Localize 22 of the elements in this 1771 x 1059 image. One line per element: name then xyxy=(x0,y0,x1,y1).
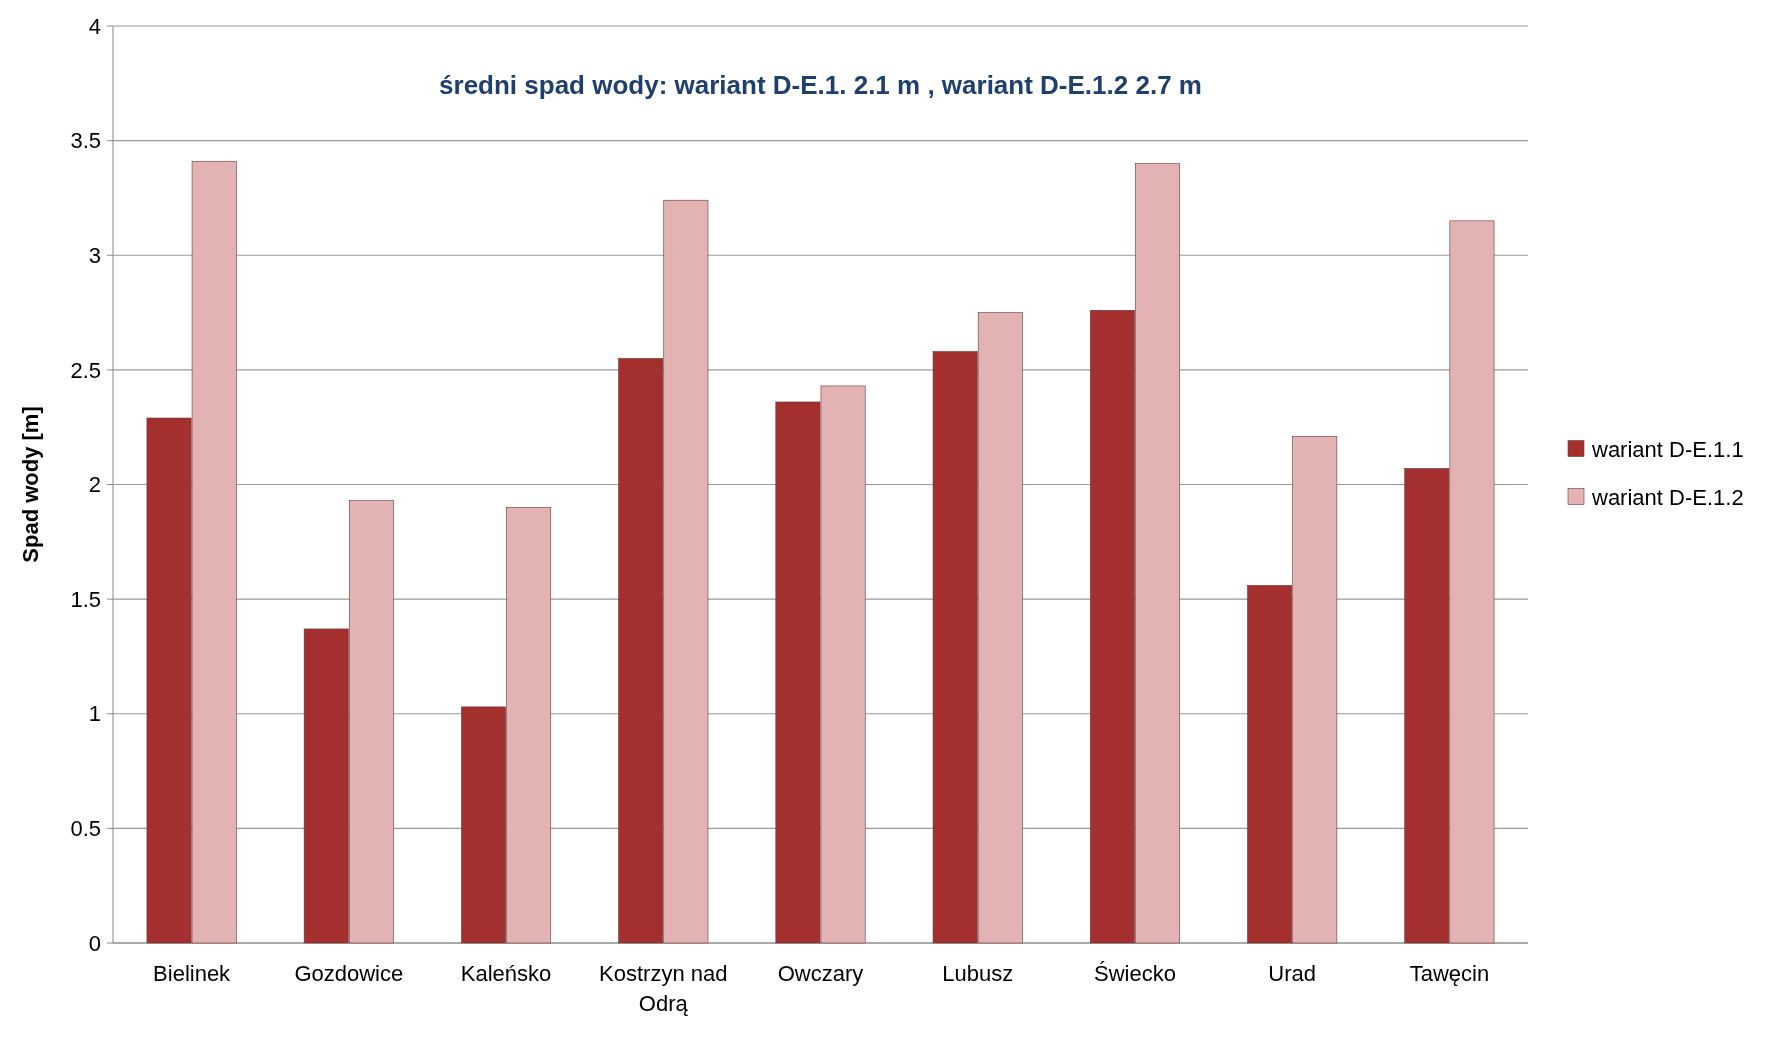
y-tick-label: 4 xyxy=(88,13,101,39)
y-tick-label: 0 xyxy=(88,930,101,956)
text: średni spad wody: wariant D-E.1. 2.1 m , wariant D-E.1.2 2.7 m xyxy=(439,70,1202,100)
x-tick-label: Bielinek xyxy=(153,961,232,986)
x-tick-label: Świecko xyxy=(1093,961,1176,986)
y-tick-label: 2.5 xyxy=(70,357,101,383)
y-axis-title: Spad wody [m] xyxy=(18,406,43,563)
y-tick-label: 3.5 xyxy=(70,128,101,154)
x-tick-label: Kostrzyn nad Odrą xyxy=(599,961,728,1016)
x-tick-label: Urad xyxy=(1268,961,1317,986)
x-tick-label: Lubusz xyxy=(942,961,1014,986)
y-tick-label: 3 xyxy=(88,242,101,268)
y-tick-label: 1 xyxy=(88,701,101,727)
x-tick-label: Tawęcin xyxy=(1409,961,1490,986)
x-tick-label: Kaleńsko xyxy=(460,961,552,986)
y-tick-label: 2 xyxy=(88,472,101,498)
x-tick-label: Owczary xyxy=(777,961,864,986)
legend-label: wariant D-E.1.2 xyxy=(1591,485,1744,511)
y-tick-label: 1.5 xyxy=(70,586,101,612)
y-tick-label: 0.5 xyxy=(70,816,101,842)
x-tick-label: Gozdowice xyxy=(294,961,404,986)
legend-label: wariant D-E.1.1 xyxy=(1591,437,1744,463)
